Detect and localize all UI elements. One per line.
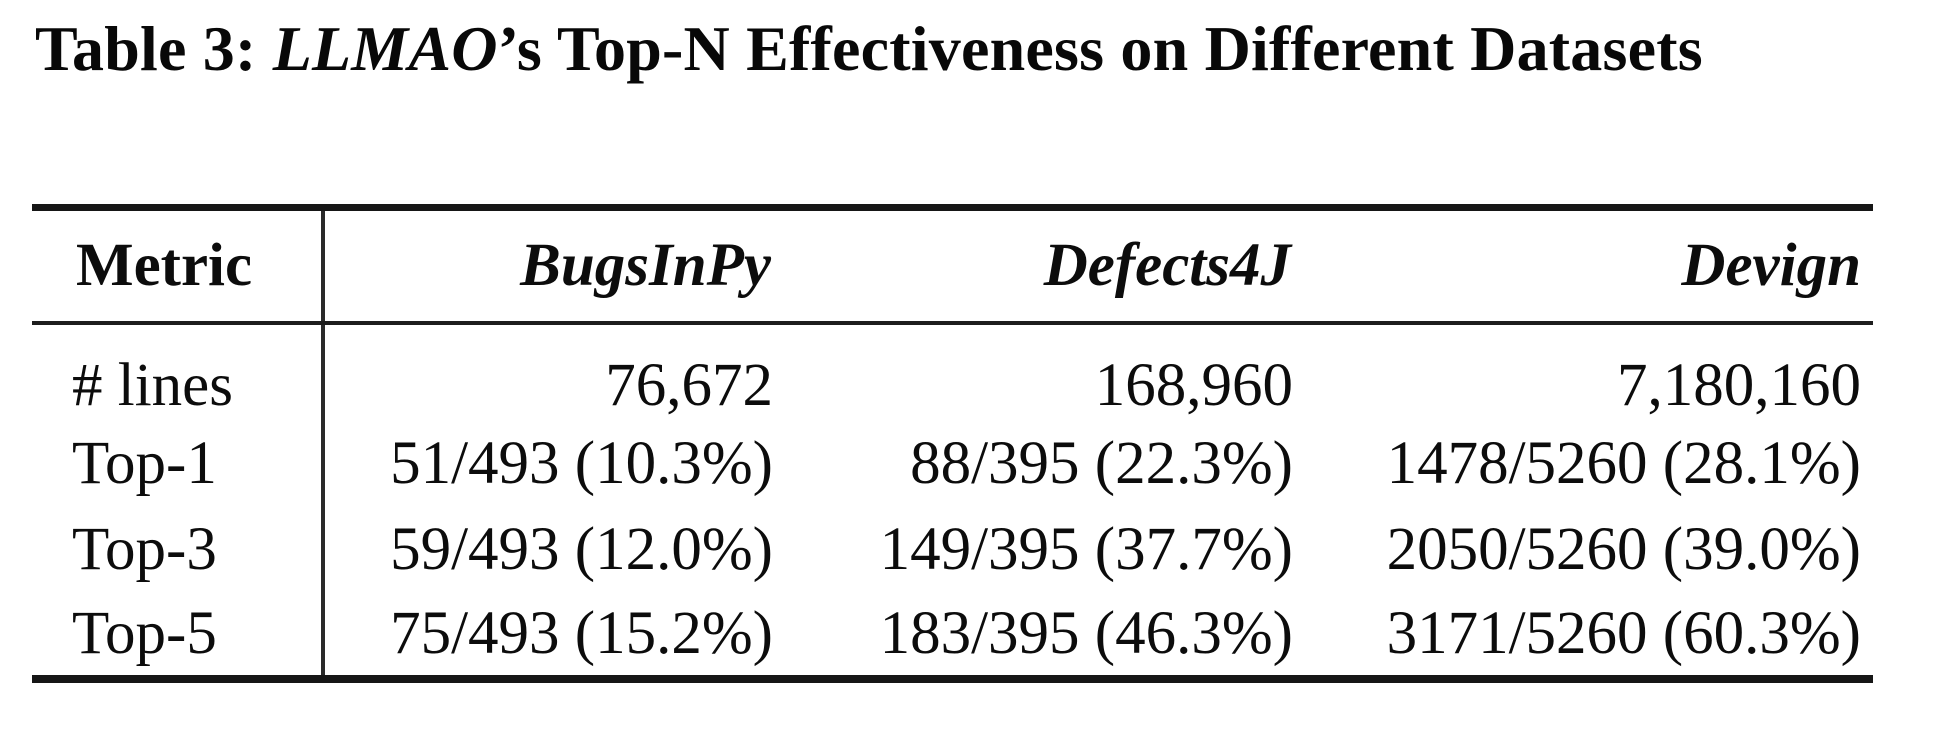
table-row-lines: # lines 76,672 168,960 7,180,160 <box>32 322 1873 421</box>
column-header-defects4j: Defects4J <box>783 207 1303 325</box>
table-caption: Table 3: LLMAO’s Top-N Effectiveness on … <box>35 12 1703 86</box>
caption-prefix: Table 3: <box>35 13 273 84</box>
table-row-top3: Top-3 59/493 (12.0%) 149/395 (37.7%) 205… <box>32 506 1873 593</box>
column-header-bugsinpy: BugsInPy <box>323 207 783 325</box>
cell-top1-devign: 1478/5260 (28.1%) <box>1386 429 1861 497</box>
cell-top1-bugsinpy: 51/493 (10.3%) <box>390 429 773 497</box>
table-header: Metric BugsInPy Defects4J Devign <box>32 207 1873 325</box>
table-body: # lines 76,672 168,960 7,180,160 Top-1 5… <box>32 322 1873 679</box>
row-label-top1: Top-1 <box>32 420 325 507</box>
cell-top5-bugsinpy: 75/493 (15.2%) <box>390 599 773 667</box>
cell-top5-defects4j: 183/395 (46.3%) <box>879 599 1293 667</box>
cell-top1-defects4j: 88/395 (22.3%) <box>910 429 1293 497</box>
results-table: Metric BugsInPy Defects4J Devign # lines… <box>32 204 1873 683</box>
row-label-top5: Top-5 <box>32 592 325 679</box>
cell-top5-devign: 3171/5260 (60.3%) <box>1386 599 1861 667</box>
header-row: Metric BugsInPy Defects4J Devign <box>32 207 1873 325</box>
row-label-lines: # lines <box>32 322 325 421</box>
column-header-devign: Devign <box>1303 207 1873 325</box>
cell-top3-devign: 2050/5260 (39.0%) <box>1386 515 1861 583</box>
row-label-top3: Top-3 <box>32 506 325 593</box>
table-row-top1: Top-1 51/493 (10.3%) 88/395 (22.3%) 1478… <box>32 420 1873 507</box>
cell-lines-devign: 7,180,160 <box>1617 351 1861 419</box>
cell-top3-defects4j: 149/395 (37.7%) <box>879 515 1293 583</box>
cell-top3-bugsinpy: 59/493 (12.0%) <box>390 515 773 583</box>
caption-system-name: LLMAO <box>272 13 498 84</box>
caption-suffix: ’s Top-N Effectiveness on Different Data… <box>497 13 1703 84</box>
column-header-metric: Metric <box>32 207 325 325</box>
cell-lines-bugsinpy: 76,672 <box>605 351 773 419</box>
cell-lines-defects4j: 168,960 <box>1094 351 1293 419</box>
table-row-top5: Top-5 75/493 (15.2%) 183/395 (46.3%) 317… <box>32 592 1873 679</box>
